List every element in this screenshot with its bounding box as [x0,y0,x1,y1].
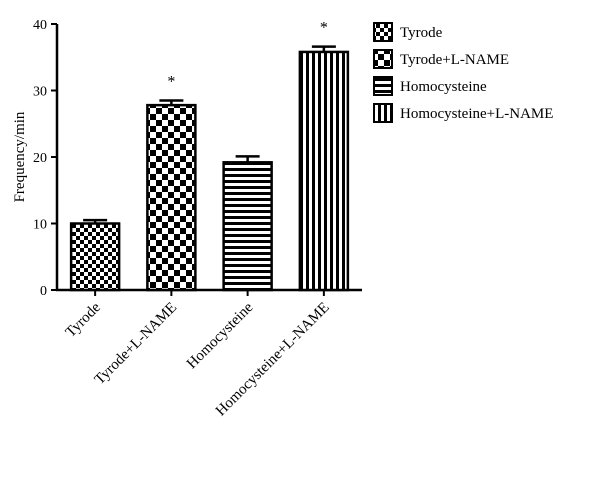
bars: Tyrode*Tyrode+L-NAME Homocysteine*Homocys… [63,20,350,419]
x-tick-label: Tyrode [63,299,104,340]
bar [146,103,197,292]
legend-swatch [373,22,393,42]
x-tick-label: Tyrode+L-NAME [92,300,180,388]
legend-swatch [373,76,393,96]
bar [69,222,121,292]
y-tick-label: 20 [33,151,47,166]
significance-star: * [167,73,175,90]
legend-swatch [373,49,393,69]
y-tick-label: 40 [33,18,47,33]
bar [222,161,273,292]
legend: Tyrode Tyrode+L-NAME Homocysteine Homocyste… [373,22,553,123]
bar [298,50,350,292]
legend-label: Homocysteine+L-NAME [400,106,553,122]
x-tick-label: Homocysteine [184,299,257,372]
legend-label: Tyrode [400,25,443,41]
legend-swatch [373,103,393,123]
y-tick-label: 0 [40,284,47,299]
y-axis-label: Frequency/min [12,111,28,202]
y-tick-label: 10 [33,218,47,233]
legend-label: Tyrode+L-NAME [400,52,509,68]
significance-star: * [320,20,328,37]
y-tick-label: 30 [33,85,47,100]
legend-label: Homocysteine [400,79,487,95]
